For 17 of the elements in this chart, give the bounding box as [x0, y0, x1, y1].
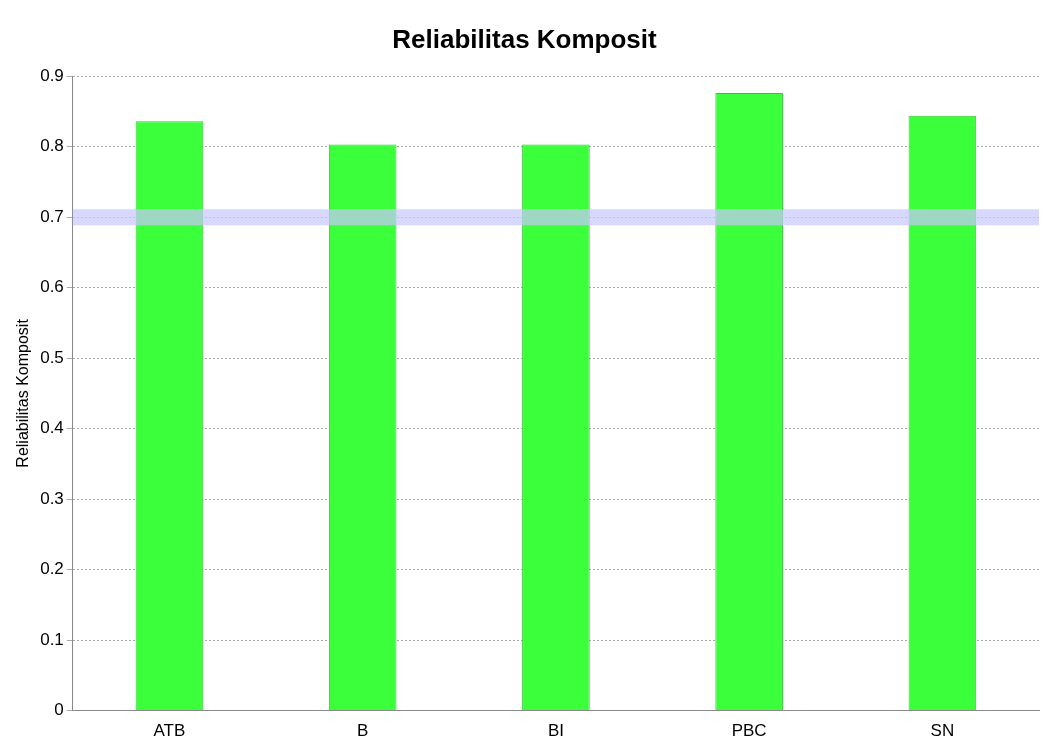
y-tick-label: 0.6 [40, 277, 64, 297]
x-tick-label: BI [547, 721, 564, 741]
chart-title: Reliabilitas Komposit [392, 23, 658, 54]
y-tick-label: 0.7 [40, 206, 64, 226]
y-tick-label: 0.3 [40, 488, 64, 508]
x-tick-label: PBC [731, 721, 767, 741]
y-tick-label: 0.4 [40, 418, 64, 438]
y-tick-label: 0.5 [40, 347, 64, 367]
x-tick-label: B [357, 721, 369, 741]
y-tick-label: 0.2 [40, 559, 64, 579]
x-tick-label: SN [930, 721, 955, 741]
y-tick-label: 0.1 [40, 629, 64, 649]
y-tick-label: 0.8 [40, 136, 64, 156]
y-tick-label: 0.9 [40, 65, 64, 85]
x-tick-label: ATB [153, 721, 186, 741]
y-tick-label: 0 [54, 700, 64, 720]
y-axis-title: Reliabilitas Komposit [14, 318, 32, 468]
